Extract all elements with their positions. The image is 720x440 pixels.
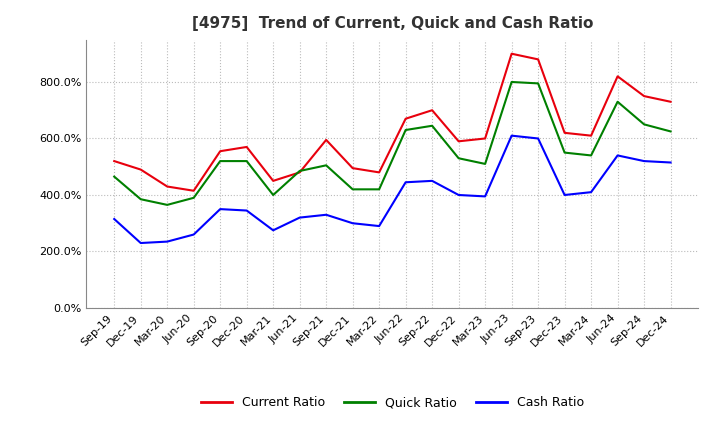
Current Ratio (110, 158, 119, 164)
Current Ratio (401, 116, 410, 121)
Current Ratio (136, 167, 145, 172)
Quick Ratio (322, 163, 330, 168)
Title: [4975]  Trend of Current, Quick and Cash Ratio: [4975] Trend of Current, Quick and Cash … (192, 16, 593, 32)
Cash Ratio (269, 227, 277, 233)
Cash Ratio (189, 232, 198, 237)
Quick Ratio (454, 156, 463, 161)
Cash Ratio (322, 212, 330, 217)
Current Ratio (481, 136, 490, 141)
Current Ratio (666, 99, 675, 104)
Quick Ratio (640, 122, 649, 127)
Current Ratio (295, 170, 304, 175)
Current Ratio (189, 188, 198, 194)
Cash Ratio (481, 194, 490, 199)
Cash Ratio (640, 158, 649, 164)
Cash Ratio (243, 208, 251, 213)
Quick Ratio (110, 174, 119, 179)
Cash Ratio (508, 133, 516, 138)
Quick Ratio (508, 79, 516, 84)
Cash Ratio (136, 240, 145, 246)
Cash Ratio (216, 206, 225, 212)
Current Ratio (375, 170, 384, 175)
Quick Ratio (243, 158, 251, 164)
Current Ratio (216, 149, 225, 154)
Quick Ratio (401, 127, 410, 132)
Quick Ratio (375, 187, 384, 192)
Legend: Current Ratio, Quick Ratio, Cash Ratio: Current Ratio, Quick Ratio, Cash Ratio (196, 392, 589, 414)
Line: Current Ratio: Current Ratio (114, 54, 670, 191)
Cash Ratio (401, 180, 410, 185)
Cash Ratio (110, 216, 119, 222)
Current Ratio (163, 184, 171, 189)
Line: Cash Ratio: Cash Ratio (114, 136, 670, 243)
Cash Ratio (428, 178, 436, 183)
Current Ratio (508, 51, 516, 56)
Cash Ratio (534, 136, 542, 141)
Cash Ratio (348, 220, 357, 226)
Cash Ratio (295, 215, 304, 220)
Current Ratio (454, 139, 463, 144)
Cash Ratio (163, 239, 171, 244)
Quick Ratio (481, 161, 490, 167)
Line: Quick Ratio: Quick Ratio (114, 82, 670, 205)
Current Ratio (322, 137, 330, 143)
Current Ratio (428, 108, 436, 113)
Quick Ratio (269, 192, 277, 198)
Cash Ratio (454, 192, 463, 198)
Quick Ratio (428, 123, 436, 128)
Quick Ratio (666, 129, 675, 134)
Current Ratio (243, 144, 251, 150)
Current Ratio (640, 93, 649, 99)
Current Ratio (587, 133, 595, 138)
Cash Ratio (375, 224, 384, 229)
Quick Ratio (136, 197, 145, 202)
Cash Ratio (587, 190, 595, 195)
Quick Ratio (216, 158, 225, 164)
Quick Ratio (189, 195, 198, 201)
Current Ratio (348, 165, 357, 171)
Current Ratio (269, 178, 277, 183)
Current Ratio (560, 130, 569, 136)
Cash Ratio (666, 160, 675, 165)
Quick Ratio (613, 99, 622, 104)
Current Ratio (534, 57, 542, 62)
Current Ratio (613, 73, 622, 79)
Cash Ratio (560, 192, 569, 198)
Quick Ratio (348, 187, 357, 192)
Quick Ratio (534, 81, 542, 86)
Cash Ratio (613, 153, 622, 158)
Quick Ratio (560, 150, 569, 155)
Quick Ratio (295, 169, 304, 174)
Quick Ratio (163, 202, 171, 208)
Quick Ratio (587, 153, 595, 158)
